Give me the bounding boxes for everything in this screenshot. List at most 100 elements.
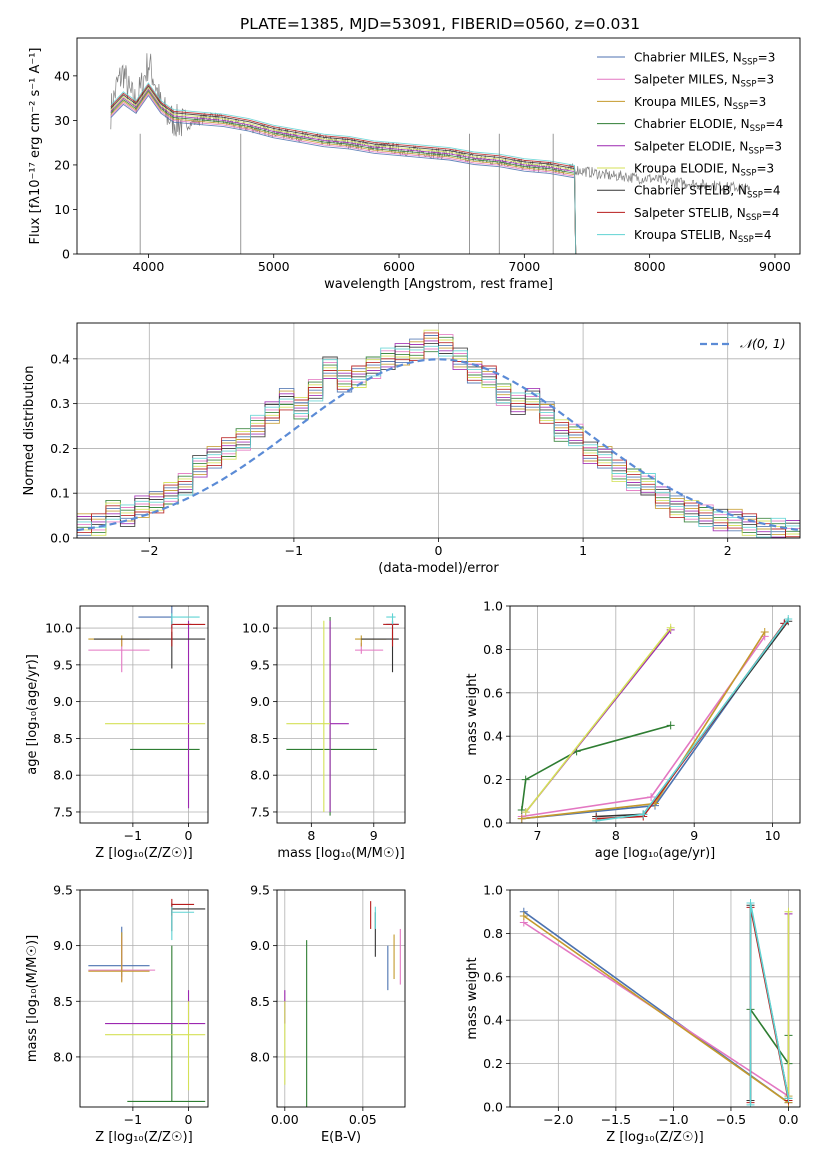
x-axis-label: (data-model)/error bbox=[378, 561, 499, 576]
y-tick-label: 9.5 bbox=[250, 883, 270, 898]
errorbar-7 bbox=[383, 620, 399, 647]
y-tick-label: 9.5 bbox=[250, 657, 270, 672]
x-tick-label: 8 bbox=[307, 828, 315, 843]
legend: Chabrier MILES, NSSP=3 Salpeter MILES, NS… bbox=[597, 51, 783, 245]
errorbar-1 bbox=[88, 639, 150, 673]
y-tick-label: 0.2 bbox=[483, 1056, 503, 1071]
y-tick-label: 20 bbox=[54, 157, 70, 172]
histogram-7 bbox=[77, 332, 800, 538]
model-spectrum-7 bbox=[110, 83, 577, 254]
y-tick-label: 8.0 bbox=[53, 1049, 73, 1064]
x-tick-label: 7000 bbox=[508, 259, 540, 274]
y-axis-label: mass weight bbox=[465, 673, 480, 755]
weight-marker bbox=[784, 907, 793, 916]
x-tick-label: 2 bbox=[724, 543, 732, 558]
weight-marker bbox=[592, 816, 601, 823]
y-tick-label: 0.2 bbox=[50, 441, 70, 456]
x-tick-label: 1 bbox=[579, 543, 587, 558]
y-tick-label: 8.5 bbox=[53, 994, 73, 1009]
legend-entry-3: Chabrier ELODIE, NSSP=4 bbox=[634, 117, 783, 134]
x-tick-label: 4000 bbox=[133, 259, 165, 274]
x-axis-label: age [log₁₀(age/yr)] bbox=[595, 846, 716, 861]
weight-marker bbox=[521, 775, 530, 784]
axes-frame bbox=[76, 322, 801, 539]
weight-marker bbox=[760, 628, 769, 637]
errorbar-2 bbox=[355, 635, 387, 647]
model-spectrum-2 bbox=[110, 91, 577, 254]
y-tick-label: 9.5 bbox=[53, 883, 73, 898]
x-tick-label: 9 bbox=[690, 828, 698, 843]
x-tick-label: −0.5 bbox=[716, 1112, 746, 1127]
y-tick-label: 0.6 bbox=[483, 969, 503, 984]
normal-curve bbox=[77, 358, 800, 532]
x-axis-label: Z [log₁₀(Z/Z☉)] bbox=[95, 846, 192, 861]
x-axis-label: wavelength [Angstrom, rest frame] bbox=[324, 277, 553, 292]
weight-line-5 bbox=[525, 627, 672, 813]
x-tick-label: 0 bbox=[185, 828, 193, 843]
legend-entry-6: Chabrier STELIB, NSSP=4 bbox=[634, 184, 781, 201]
y-tick-label: 9.5 bbox=[53, 657, 73, 672]
model-spectrum-4 bbox=[110, 88, 577, 254]
figure-title: PLATE=1385, MJD=53091, FIBERID=0560, z=0… bbox=[240, 15, 640, 33]
y-tick-label: 0.1 bbox=[50, 486, 70, 501]
y-axis-label: Normed distribution bbox=[22, 366, 37, 496]
y-tick-label: 8.5 bbox=[250, 994, 270, 1009]
x-tick-label: 0 bbox=[185, 1112, 193, 1127]
errorbar-4 bbox=[329, 620, 349, 812]
y-tick-label: 0.0 bbox=[50, 531, 70, 546]
chart-residuals: −2 −1 0 1 2 0.0 0.1 0.2 0.3 0.4 (data-model)/error… bbox=[22, 322, 801, 576]
chart-mass_vs_Z: −1 0 8.0 8.5 9.0 9.5 Z [log₁₀(Z/Z☉)] mass [log₁… bbox=[25, 883, 209, 1145]
weight-line-7 bbox=[596, 622, 785, 820]
legend-entry-0: Chabrier MILES, NSSP=3 bbox=[634, 51, 775, 68]
weight-marker bbox=[517, 805, 526, 814]
axes-frame bbox=[509, 605, 801, 824]
x-tick-label: 0 bbox=[435, 543, 443, 558]
y-tick-label: 30 bbox=[54, 113, 70, 128]
model-spectrum-3 bbox=[110, 90, 577, 254]
y-axis-label: mass [log₁₀(M/M☉)] bbox=[25, 935, 40, 1062]
x-tick-label: 6000 bbox=[383, 259, 415, 274]
model-spectrum-8 bbox=[110, 82, 577, 254]
x-tick-label: 8 bbox=[612, 828, 620, 843]
weight-line-2 bbox=[521, 631, 766, 820]
chart-mass_weight_vs_Z: −2.0 −1.5 −1.0 −0.5 0.0 0.0 0.2 0.4 0.6 0.8 1.0 Z [… bbox=[465, 883, 801, 1145]
x-tick-label: −2.0 bbox=[543, 1112, 573, 1127]
weight-marker bbox=[784, 1094, 793, 1103]
y-tick-label: 10 bbox=[54, 202, 70, 217]
errorbar-8 bbox=[171, 613, 200, 625]
x-tick-label: 5000 bbox=[258, 259, 290, 274]
plot-area bbox=[284, 901, 401, 1107]
x-tick-label: −1 bbox=[124, 828, 142, 843]
x-tick-label: 0.00 bbox=[271, 1112, 299, 1127]
chart-spectrum: 4000 5000 6000 7000 8000 9000 0 10 20 30 40 wavelen… bbox=[28, 37, 801, 292]
y-tick-label: 0.3 bbox=[50, 396, 70, 411]
axes-frame bbox=[276, 605, 406, 824]
weight-marker bbox=[639, 810, 648, 819]
y-tick-label: 0.4 bbox=[50, 351, 70, 366]
weight-marker bbox=[521, 808, 530, 817]
x-axis-label: mass [log₁₀(M/M☉)] bbox=[277, 846, 404, 861]
x-tick-label: −1 bbox=[124, 1112, 142, 1127]
observed-spectrum bbox=[110, 53, 751, 194]
x-tick-label: −1.5 bbox=[601, 1112, 631, 1127]
y-tick-label: 9.0 bbox=[250, 694, 270, 709]
axes-frame bbox=[79, 605, 209, 824]
x-tick-label: −1 bbox=[285, 543, 303, 558]
y-tick-label: 7.5 bbox=[53, 804, 73, 819]
x-tick-label: 9000 bbox=[759, 259, 791, 274]
x-tick-label: 9 bbox=[370, 828, 378, 843]
plot-area bbox=[110, 53, 751, 254]
y-tick-label: 10.0 bbox=[242, 621, 270, 636]
y-tick-label: 7.5 bbox=[250, 804, 270, 819]
legend-entry-1: Salpeter MILES, NSSP=3 bbox=[634, 73, 774, 90]
y-tick-label: 0.8 bbox=[483, 642, 503, 657]
y-tick-label: 8.5 bbox=[53, 731, 73, 746]
axes-frame bbox=[76, 37, 801, 255]
y-tick-label: 9.0 bbox=[53, 694, 73, 709]
plot-area bbox=[88, 606, 206, 809]
y-tick-label: 8.5 bbox=[250, 731, 270, 746]
errorbar-7 bbox=[171, 620, 206, 647]
x-axis-label: Z [log₁₀(Z/Z☉)] bbox=[95, 1130, 192, 1145]
plot-area bbox=[286, 613, 399, 816]
